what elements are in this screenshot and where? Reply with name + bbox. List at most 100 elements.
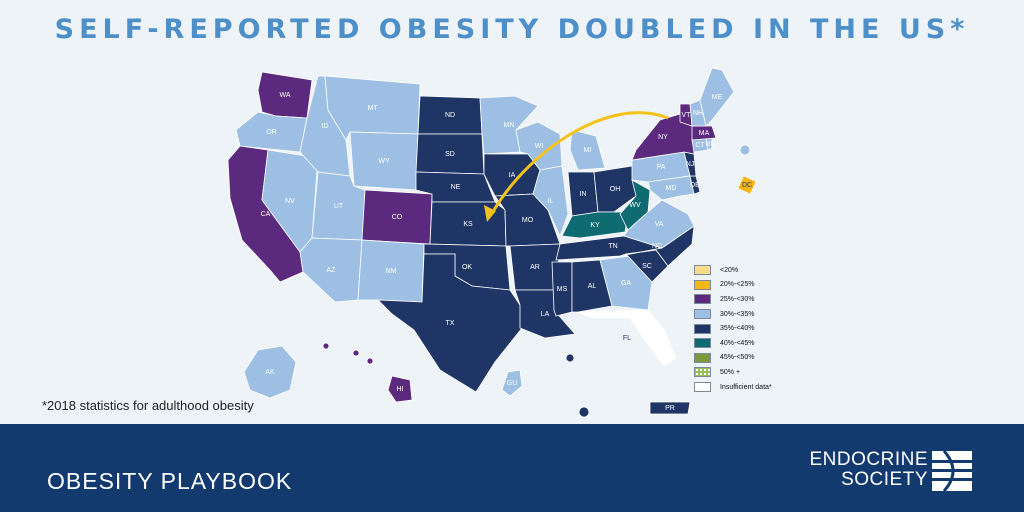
state-label-OH: OH: [610, 186, 621, 193]
small-islands: [322, 144, 751, 418]
state-label-SC: SC: [642, 263, 652, 270]
legend-item: 45%-<50%: [694, 351, 772, 366]
legend-swatch: [694, 323, 711, 334]
legend-label: 25%-<30%: [720, 295, 755, 303]
island-dot: [578, 406, 590, 418]
state-label-HI: HI: [397, 386, 404, 393]
island-dot: [739, 144, 751, 156]
state-label-MO: MO: [522, 217, 534, 224]
trend-arrow: [492, 111, 669, 211]
state-label-NH: NH: [693, 110, 703, 117]
state-label-KS: KS: [463, 221, 473, 228]
central-region: [376, 95, 637, 393]
west-region: [227, 71, 433, 303]
state-label-MN: MN: [504, 122, 515, 129]
state-label-FL: FL: [623, 335, 631, 342]
legend-label: 45%-<50%: [720, 354, 755, 362]
legend-label: Insufficient data*: [720, 383, 772, 391]
state-label-KY: KY: [590, 222, 600, 229]
state-VA: [623, 199, 695, 249]
legend-item: 20%-<25%: [694, 278, 772, 293]
legend-item: 35%-<40%: [694, 321, 772, 336]
state-label-MS: MS: [557, 286, 568, 293]
state-label-PR: PR: [665, 405, 675, 412]
state-GA: [599, 255, 653, 311]
footer-bar: OBESITY PLAYBOOK ENDOCRINE SOCIETY: [0, 424, 1024, 512]
state-AK: [243, 345, 297, 399]
state-MI: [569, 129, 606, 171]
state-AL: [571, 259, 613, 313]
state-label-MI: MI: [584, 147, 592, 154]
trend-arrow-head: [484, 205, 496, 222]
state-label-OK: OK: [462, 264, 472, 271]
legend-label: 35%-<40%: [720, 325, 755, 333]
state-FL: [577, 309, 677, 367]
island-dot: [565, 353, 575, 363]
legend-swatch: [694, 265, 711, 276]
island-dot: [352, 349, 360, 357]
legend-swatch: [694, 309, 711, 320]
state-label-ME: ME: [712, 94, 723, 101]
legend-label: 20%-<25%: [720, 281, 755, 289]
legend-swatch: [694, 338, 711, 349]
legend-label: <20%: [720, 266, 739, 274]
state-label-PA: PA: [657, 164, 666, 171]
legend-swatch: [694, 279, 711, 290]
state-DC: [737, 175, 757, 195]
footer-title: OBESITY PLAYBOOK: [47, 468, 293, 494]
legend-label: 50% +: [720, 368, 741, 376]
east-region: [551, 67, 757, 367]
noncontiguous-region: [243, 345, 691, 415]
page-title: SELF-REPORTED OBESITY DOUBLED IN THE US*: [54, 14, 970, 45]
state-ID: [299, 75, 351, 177]
state-label-GU: GU: [507, 380, 518, 387]
state-ME: [699, 67, 735, 127]
state-label-AK: AK: [265, 369, 275, 376]
state-OH: [593, 165, 637, 213]
state-label-RI: RI: [706, 141, 713, 148]
state-label-WV: WV: [629, 202, 641, 209]
state-label-AZ: AZ: [327, 267, 337, 274]
state-label-WA: WA: [279, 92, 290, 99]
state-label-CO: CO: [392, 214, 403, 221]
legend-swatch: [694, 352, 711, 363]
state-label-AL: AL: [588, 283, 597, 290]
state-label-VA: VA: [655, 221, 664, 228]
state-label-TX: TX: [446, 320, 455, 327]
state-label-IN: IN: [580, 191, 587, 198]
us-obesity-map: WA OR CA NV ID MT WY UT CO AZ NM ND SD NE KS OK TX MN IA MO…: [227, 67, 757, 418]
island-dot: [366, 357, 374, 365]
state-label-WI: WI: [535, 143, 544, 150]
legend-label: 40%-<45%: [720, 339, 755, 347]
state-label-NM: NM: [386, 268, 397, 275]
legend-swatch: [694, 382, 711, 393]
state-label-VT: VT: [682, 112, 692, 119]
legend-item: 30%-<35%: [694, 307, 772, 322]
state-label-SD: SD: [445, 151, 455, 158]
legend-item: <20%: [694, 263, 772, 278]
state-label-IL: IL: [548, 198, 554, 205]
legend-swatch: [694, 367, 711, 378]
state-label-TN: TN: [608, 243, 617, 250]
state-TX: [376, 253, 523, 393]
state-label-NE: NE: [451, 184, 461, 191]
state-MS: [551, 261, 573, 317]
state-label-OR: OR: [266, 129, 277, 136]
state-label-MD: MD: [666, 185, 677, 192]
state-IL: [532, 165, 569, 238]
state-label-IA: IA: [509, 172, 516, 179]
state-PR: [649, 401, 691, 415]
logo-mark-icon: [932, 451, 972, 491]
island-dot: [322, 342, 330, 350]
state-label-ID: ID: [322, 123, 329, 130]
state-label-GA: GA: [621, 280, 631, 287]
legend-item: 40%-<45%: [694, 336, 772, 351]
state-label-AR: AR: [530, 264, 540, 271]
state-label-DE: DE: [690, 182, 700, 189]
legend-item: 50% +: [694, 365, 772, 380]
logo-line1: ENDOCRINE: [809, 449, 928, 470]
state-label-NC: NC: [652, 243, 662, 250]
legend: <20% 20%-<25% 25%-<30% 30%-<35% 35%-<40% 40%-…: [694, 263, 772, 394]
state-label-LA: LA: [541, 311, 550, 318]
state-label-WY: WY: [378, 158, 390, 165]
